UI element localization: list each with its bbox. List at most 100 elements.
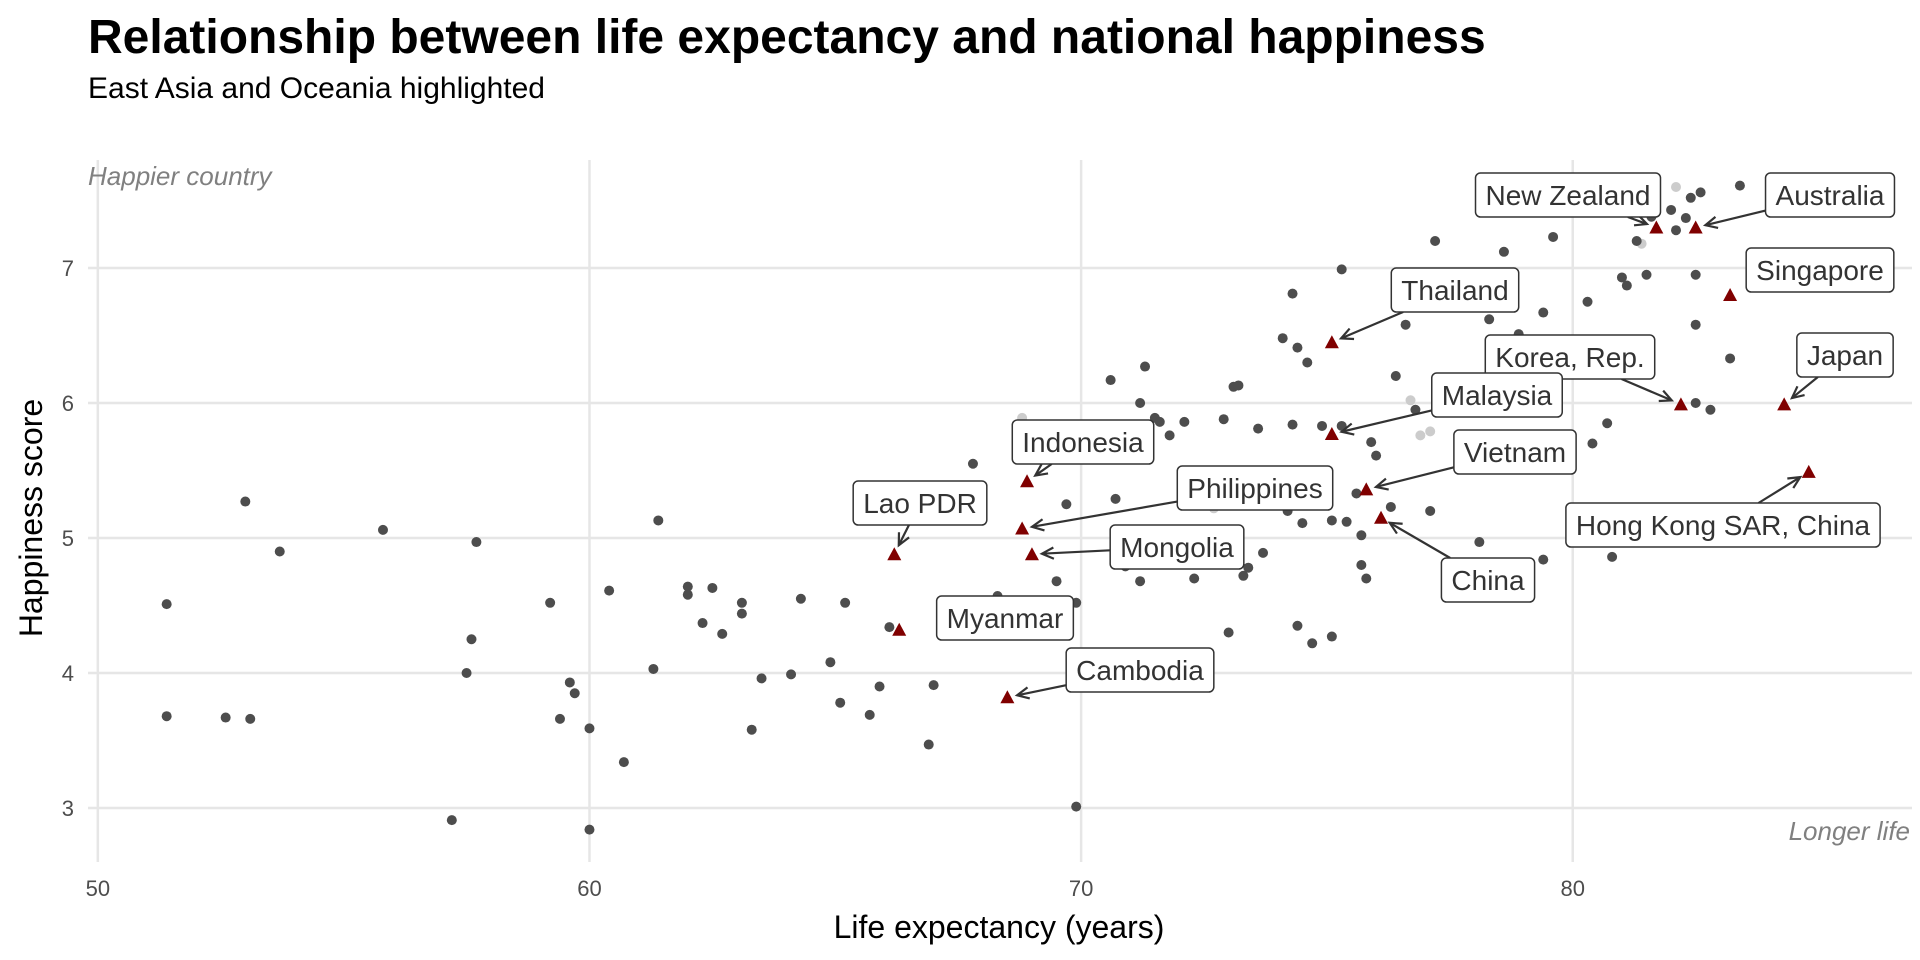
highlight-point-cambodia [1000,690,1015,704]
country-point [736,597,747,608]
label-text: Mongolia [1120,532,1234,563]
arrow-line [1627,215,1648,226]
label-arrows [897,209,1819,700]
label-text: New Zealand [1486,180,1651,211]
x-tick-label-70: 70 [1069,876,1093,901]
country-point [1061,499,1072,510]
country-point [928,680,939,691]
label-box [852,480,988,526]
country-point [1690,269,1701,280]
arrow-head [1033,463,1049,478]
arrow-new-zealand [1627,213,1650,227]
country-point [1690,398,1701,408]
country-point [1390,371,1401,381]
country-point [825,657,836,668]
label-text: Hong Kong SAR, China [1576,510,1871,541]
country-point [161,711,172,722]
y-axis-title: Happiness score [13,399,49,637]
country-point [1356,560,1367,570]
axis-ticks: 50 60 70 80 3 4 5 6 7 [62,256,1585,901]
country-point [1307,638,1318,649]
country-point [1474,537,1485,548]
country-point [1641,269,1652,280]
highlight-point-indonesia [1020,474,1035,488]
country-point [967,458,978,469]
country-point [1385,501,1396,512]
arrow-line [1031,500,1178,528]
country-point [584,723,595,734]
country-point [220,712,231,723]
y-tick-label-3: 3 [62,796,74,821]
country-point [1685,192,1696,203]
country-point [554,713,565,724]
country-point [923,739,934,750]
label-box [1764,172,1896,218]
data-points [161,180,1816,835]
country-point [697,618,708,629]
label-japan: Japan [1796,332,1894,378]
country-point [1425,506,1436,516]
highlight-point-myanmar [892,622,907,636]
label-malaysia: Malaysia [1431,372,1563,418]
annotation-longer-life: Longer life [1789,816,1910,846]
label-text: Singapore [1756,255,1884,286]
country-point [1705,404,1716,415]
country-point [1734,180,1745,191]
country-point [717,628,728,639]
country-point [682,589,693,600]
arrow-head [1029,518,1045,532]
country-point [1351,488,1362,499]
label-text: Cambodia [1076,655,1204,686]
label-lao-pdr: Lao PDR [852,480,988,526]
highlight-point-korea-rep [1673,397,1688,411]
label-box [1390,267,1520,313]
label-new-zealand: New Zealand [1474,172,1662,218]
annotation-happier-country: Happier country [88,161,274,191]
highlight-point-thailand [1324,335,1339,349]
arrow-australia [1702,209,1766,229]
country-point [1243,562,1254,573]
arrow-head [1338,327,1355,341]
arrow-line [1757,476,1801,504]
country-point [1538,307,1549,318]
label-vietnam: Vietnam [1453,429,1577,475]
country-point [584,824,595,835]
arrow-lao-pdr [897,524,910,548]
label-australia: Australia [1764,172,1896,218]
country-point [1361,573,1372,584]
arrow-line [1621,377,1673,402]
country-point [466,634,477,645]
country-point [682,581,693,592]
y-tick-label-5: 5 [62,526,74,551]
highlight-point-singapore [1723,288,1738,301]
label-cambodia: Cambodia [1065,647,1215,693]
arrow-head [1702,216,1719,229]
country-point [1690,319,1701,330]
label-korea-rep: Korea, Rep. [1484,334,1656,380]
label-text: Indonesia [1022,427,1144,458]
country-point [1484,314,1495,325]
arrow-head [1633,213,1650,227]
country-point [1587,438,1598,449]
country-point [1666,204,1677,215]
country-point [564,677,575,688]
label-text: Lao PDR [863,488,977,519]
arrow-cambodia [1014,684,1067,700]
country-point [604,585,615,596]
country-point [840,597,851,608]
label-text: Philippines [1187,473,1322,504]
arrow-line [1375,466,1455,489]
country-point [1292,620,1303,631]
label-thailand: Thailand [1390,267,1520,313]
label-box [1109,524,1245,570]
country-point [1695,187,1706,198]
label-box [1176,465,1334,511]
highlight-point-mongolia [1024,547,1039,561]
country-point [1498,246,1509,257]
country-point [461,668,472,678]
country-point [1371,450,1382,461]
chart-title: Relationship between life expectancy and… [88,11,1486,64]
label-box [1484,334,1656,380]
country-point [1548,231,1559,242]
country-point [1287,288,1298,299]
